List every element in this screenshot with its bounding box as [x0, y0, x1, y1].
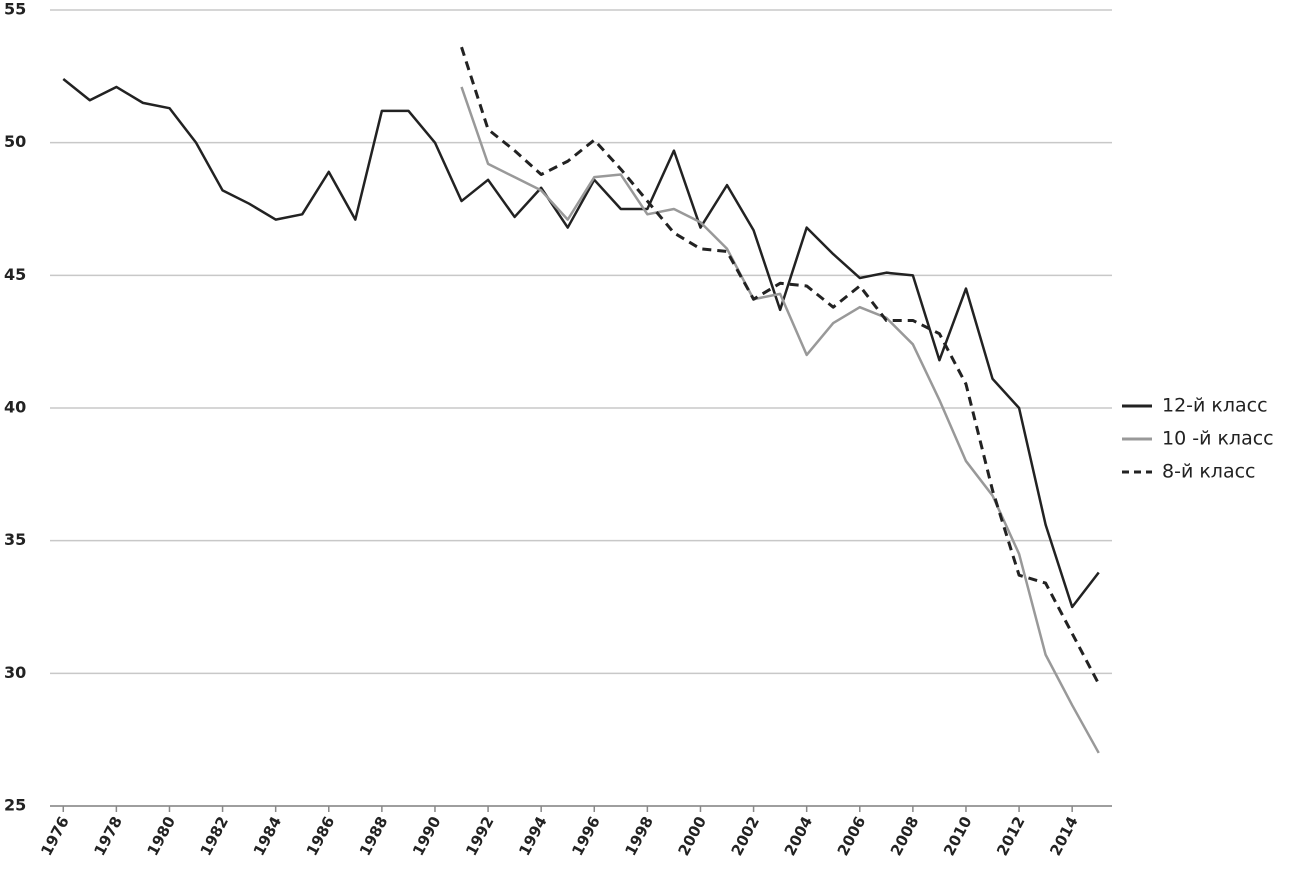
x-tick-label: 1982 — [197, 813, 232, 858]
x-tick-label: 1992 — [462, 813, 497, 858]
y-tick-label: 30 — [4, 663, 26, 682]
series-line — [460, 86, 1100, 754]
series-line — [460, 46, 1101, 685]
x-tick-label: 2006 — [834, 813, 869, 858]
legend-label: 12-й класс — [1162, 395, 1268, 417]
legend-label: 8-й класс — [1162, 461, 1256, 483]
x-tick-label: 1996 — [568, 813, 603, 858]
x-tick-label: 1980 — [144, 813, 179, 858]
y-tick-label: 50 — [4, 132, 26, 151]
y-tick-label: 40 — [4, 398, 26, 417]
x-tick-label: 1998 — [621, 813, 656, 858]
y-tick-label: 55 — [4, 0, 26, 19]
y-tick-label: 45 — [4, 265, 26, 284]
x-tick-label: 1990 — [409, 813, 444, 858]
x-tick-label: 1994 — [515, 813, 550, 858]
x-tick-label: 2000 — [675, 813, 710, 858]
x-tick-label: 2004 — [781, 813, 816, 858]
x-tick-label: 2014 — [1046, 813, 1081, 858]
series-line — [62, 78, 1100, 609]
x-tick-label: 2008 — [887, 813, 922, 858]
x-tick-label: 1986 — [303, 813, 338, 858]
x-tick-label: 2002 — [728, 813, 763, 858]
y-tick-label: 35 — [4, 530, 26, 549]
x-tick-label: 2010 — [940, 813, 975, 858]
x-tick-label: 2012 — [993, 813, 1028, 858]
y-tick-label: 25 — [4, 796, 26, 815]
x-tick-label: 1988 — [356, 813, 391, 858]
x-tick-label: 1984 — [250, 813, 285, 858]
x-tick-label: 1976 — [37, 813, 72, 858]
x-tick-label: 1978 — [90, 813, 125, 858]
legend-label: 10 -й класс — [1162, 428, 1274, 450]
